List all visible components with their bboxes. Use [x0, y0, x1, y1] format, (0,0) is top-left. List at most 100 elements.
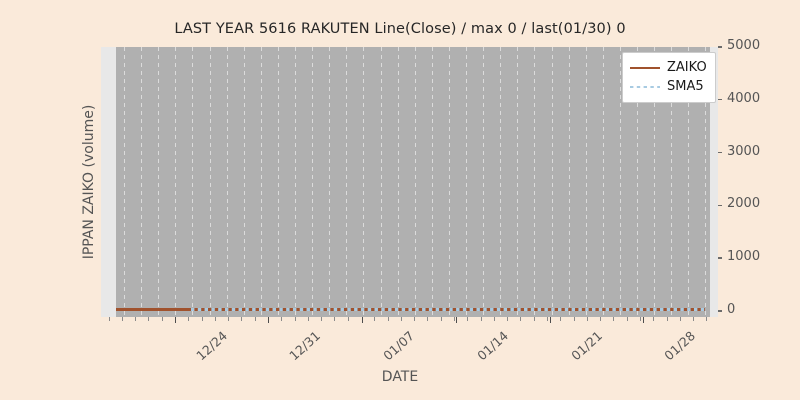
vertical-gridline	[380, 47, 382, 317]
x-axis-minor-tick	[188, 317, 190, 321]
x-axis-minor-tick	[321, 317, 323, 321]
vertical-gridline	[637, 47, 638, 317]
x-axis-minor-tick	[201, 317, 203, 321]
x-axis-minor-tick	[600, 317, 602, 321]
x-axis-minor-tick	[241, 317, 243, 321]
x-axis-minor-tick	[573, 317, 575, 321]
legend-item-sma5[interactable]: SMA5	[630, 77, 708, 96]
y-tick-mark	[718, 204, 722, 206]
y-tick-mark	[718, 46, 722, 48]
y-tick-mark	[718, 151, 722, 154]
x-axis-minor-tick	[228, 317, 230, 321]
y-tick-label: 5000	[727, 38, 761, 53]
x-axis-minor-tick	[533, 317, 535, 321]
x-axis-minor-tick	[214, 317, 216, 321]
y-tick-label: 0	[727, 302, 736, 317]
x-axis-minor-tick	[108, 317, 110, 321]
y-tick-mark	[718, 257, 722, 259]
vertical-gridline	[671, 47, 673, 317]
x-axis-minor-tick	[653, 317, 655, 321]
x-axis-minor-tick	[387, 317, 389, 321]
x-axis-minor-tick	[454, 317, 455, 321]
vertical-gridline	[226, 47, 228, 317]
vertical-gridline	[209, 47, 211, 317]
vertical-gridline	[654, 47, 656, 317]
legend-swatch-zaiko-icon	[630, 62, 660, 74]
x-axis-minor-tick	[148, 317, 150, 321]
x-axis-minor-tick	[334, 317, 336, 321]
y-tick-mark	[718, 310, 722, 312]
x-axis-minor-tick	[507, 317, 509, 321]
x-tick-label: 01/07	[380, 328, 418, 364]
vertical-gridline	[295, 47, 296, 317]
x-axis-minor-tick	[135, 317, 137, 321]
vertical-gridline	[312, 47, 314, 317]
x-axis-minor-tick	[666, 317, 668, 321]
vertical-gridline	[500, 47, 502, 317]
x-axis-major-tick	[550, 317, 552, 323]
vertical-gridline	[619, 47, 621, 317]
x-tick-label: 12/31	[286, 328, 324, 364]
x-axis-major-tick	[456, 317, 458, 323]
chart-legend[interactable]: ZAIKO SMA5	[622, 52, 716, 103]
y-tick-label: 4000	[727, 90, 761, 106]
y-tick-mark	[718, 99, 722, 101]
x-tick-label: 01/28	[661, 328, 699, 364]
x-axis-minor-tick	[493, 317, 495, 321]
vertical-gridline	[483, 47, 485, 317]
vertical-gridline	[346, 47, 348, 317]
x-axis-minor-tick	[520, 317, 522, 321]
x-axis-minor-tick	[161, 317, 163, 321]
plot-area[interactable]	[101, 47, 718, 317]
vertical-gridline	[397, 47, 399, 317]
vertical-gridline	[688, 47, 690, 317]
vertical-gridline	[158, 47, 160, 317]
shaded-span-region	[116, 47, 710, 317]
y-axis-label: IPPAN ZAIKO (volume)	[81, 104, 97, 260]
x-axis-minor-tick	[693, 317, 695, 321]
legend-item-zaiko[interactable]: ZAIKO	[630, 58, 708, 77]
x-axis-minor-tick	[374, 317, 376, 321]
x-axis-minor-tick	[640, 317, 641, 321]
x-axis-minor-tick	[679, 317, 681, 321]
vertical-gridline	[448, 47, 450, 317]
chart-title: LAST YEAR 5616 RAKUTEN Line(Close) / max…	[174, 21, 626, 37]
vertical-gridline	[363, 47, 365, 317]
y-tick-label: 3000	[727, 143, 761, 159]
vertical-gridline	[602, 47, 604, 317]
x-axis-label: DATE	[381, 369, 419, 385]
y-tick-label: 2000	[727, 196, 761, 212]
vertical-gridline	[141, 47, 143, 317]
y-tick-label: 1000	[727, 249, 761, 265]
x-axis-major-tick	[643, 317, 645, 323]
x-axis-minor-tick	[467, 317, 469, 321]
legend-swatch-sma5-icon	[630, 81, 660, 93]
x-axis-minor-tick	[440, 317, 442, 321]
legend-label-zaiko: ZAIKO	[667, 60, 707, 75]
vertical-gridline	[192, 47, 194, 317]
x-axis-minor-tick	[427, 317, 429, 321]
x-tick-label: 01/21	[568, 328, 606, 364]
x-tick-label: 01/14	[474, 328, 512, 364]
vertical-gridline	[568, 47, 570, 317]
x-axis-minor-tick	[613, 317, 615, 321]
vertical-gridline	[175, 47, 177, 317]
legend-label-sma5: SMA5	[667, 79, 704, 94]
vertical-gridline	[329, 47, 331, 317]
x-axis-minor-tick	[560, 317, 562, 321]
x-axis-minor-tick	[547, 317, 548, 321]
x-axis-minor-tick	[347, 317, 349, 321]
vertical-gridline	[277, 47, 279, 317]
x-axis-major-tick	[268, 317, 270, 323]
vertical-gridline	[466, 47, 467, 317]
vertical-gridline	[431, 47, 433, 317]
x-axis-major-tick	[175, 317, 177, 323]
vertical-gridline	[243, 47, 245, 317]
vertical-gridline	[585, 47, 587, 317]
vertical-gridline	[551, 47, 553, 317]
vertical-gridline	[260, 47, 262, 317]
x-axis-minor-tick	[400, 317, 402, 321]
x-axis-minor-tick	[626, 317, 628, 321]
x-axis-minor-tick	[307, 317, 309, 321]
